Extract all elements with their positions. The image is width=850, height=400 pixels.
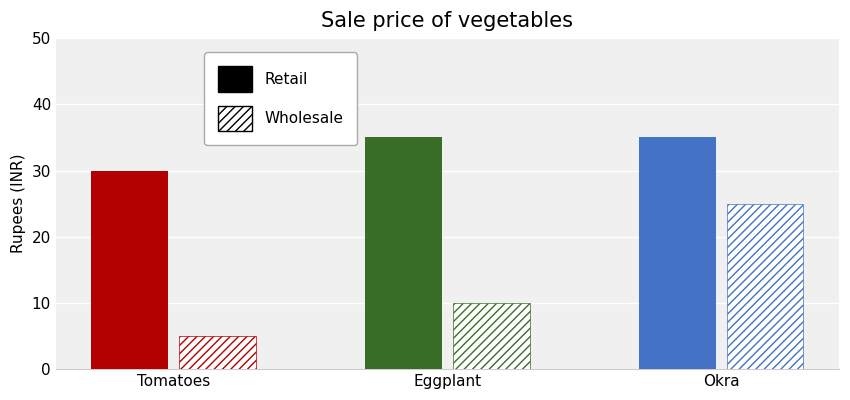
Bar <box>727 204 803 369</box>
Bar <box>366 138 442 369</box>
Bar <box>179 336 256 369</box>
Bar <box>639 138 716 369</box>
Y-axis label: Rupees (INR): Rupees (INR) <box>11 154 26 253</box>
Bar <box>453 303 530 369</box>
Title: Sale price of vegetables: Sale price of vegetables <box>321 11 574 31</box>
Bar <box>92 170 168 369</box>
Legend: Retail, Wholesale: Retail, Wholesale <box>205 52 357 145</box>
